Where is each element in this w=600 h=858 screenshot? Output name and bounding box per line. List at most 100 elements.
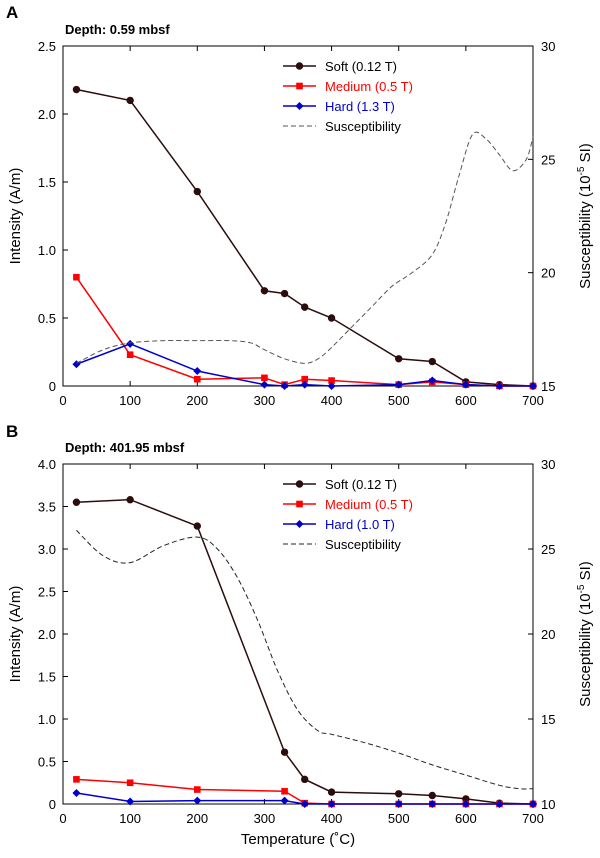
y-tick-label: 3.0 <box>38 542 56 557</box>
y2-tick-label: 30 <box>541 457 555 472</box>
legend-marker-hard <box>295 102 304 110</box>
data-point-medium <box>261 374 268 382</box>
data-point-hard <box>300 380 309 389</box>
x-tick-label: 400 <box>321 393 343 408</box>
x-tick-label: 200 <box>186 811 208 826</box>
data-point-hard <box>428 800 437 808</box>
data-point-soft <box>301 303 309 311</box>
y-tick-label: 2.5 <box>38 585 56 600</box>
data-point-hard <box>461 800 470 808</box>
series-hard <box>72 339 537 390</box>
x-tick-label: 200 <box>186 393 208 408</box>
y2-tick-label: 15 <box>541 712 555 727</box>
data-point-soft <box>260 287 269 295</box>
data-point-hard <box>495 382 504 390</box>
plot-frame <box>62 463 534 805</box>
data-point-medium <box>281 787 288 795</box>
y-tick-label: 2.0 <box>38 107 56 122</box>
data-point-hard <box>300 800 309 808</box>
legend-label-hard: Hard (1.0 T) <box>325 517 395 532</box>
series-line-medium <box>75 276 533 387</box>
y-tick-label: 1.5 <box>38 670 56 685</box>
legend-label-susceptibility: Susceptibility <box>325 537 401 552</box>
series-line-hard <box>76 343 533 387</box>
legend-label-soft: Soft (0.12 T) <box>325 477 397 492</box>
x-tick-label: 500 <box>388 393 410 408</box>
x-tick-label: 600 <box>455 393 477 408</box>
chart-title: Depth: 401.95 mbsf <box>65 440 185 455</box>
y-axis-label: Intensity (A/m) <box>7 168 24 265</box>
legend-marker-soft <box>295 480 304 488</box>
series-hard <box>72 788 537 808</box>
legend: Soft (0.12 T) Medium (0.5 T) Hard (1.0 T) S… <box>283 477 413 552</box>
data-point-medium <box>126 351 134 359</box>
y2-axis-label: Susceptibility (10-5 SI) <box>576 143 594 289</box>
x-tick-label: 600 <box>455 811 477 826</box>
x-tick-label: 700 <box>522 811 544 826</box>
legend-label-medium: Medium (0.5 T) <box>325 79 413 94</box>
data-point-soft <box>428 357 436 366</box>
data-point-medium <box>73 776 80 783</box>
panel-label: B <box>6 422 18 441</box>
data-point-medium <box>193 375 201 383</box>
x-tick-label: 400 <box>321 811 343 826</box>
legend-marker-medium <box>296 82 303 90</box>
data-point-medium <box>328 377 335 384</box>
x-tick-label: 300 <box>254 811 276 826</box>
y2-axis-label-main: Susceptibility (10 <box>577 593 594 706</box>
x-tick-label: 0 <box>59 811 66 826</box>
data-point-hard <box>428 376 437 385</box>
x-tick-label: 700 <box>522 393 544 408</box>
y-tick-label: 0.5 <box>38 311 56 326</box>
y-tick-label: 1.5 <box>38 175 56 190</box>
y-axis-label: Intensity (A/m) <box>7 586 24 683</box>
legend-label-medium: Medium (0.5 T) <box>325 497 413 512</box>
legend-label-soft: Soft (0.12 T) <box>325 59 397 74</box>
legend-label-susceptibility: Susceptibility <box>325 119 401 134</box>
legend-marker-hard <box>295 520 304 528</box>
series-line-soft <box>76 498 534 805</box>
y-tick-label: 0 <box>49 379 56 394</box>
y2-tick-label: 20 <box>541 266 555 281</box>
data-point-soft <box>327 788 336 796</box>
series-susceptibility <box>76 529 534 790</box>
y2-tick-label: 10 <box>541 797 555 812</box>
y2-axis-label-main: Susceptibility (10 <box>577 175 594 288</box>
data-point-hard <box>461 380 470 389</box>
data-point-medium <box>301 375 309 383</box>
data-point-hard <box>260 380 269 389</box>
y2-axis-label: Susceptibility (10-5 SI) <box>576 561 594 707</box>
data-point-hard <box>394 800 403 808</box>
y2-axis-label-sup: -5 <box>576 166 587 175</box>
series-medium <box>73 273 537 390</box>
data-point-soft <box>428 791 436 800</box>
y-tick-label: 2.5 <box>38 39 56 54</box>
data-point-soft <box>126 96 134 105</box>
data-point-soft <box>72 85 81 94</box>
y2-axis-label-tail: SI) <box>577 143 594 166</box>
legend-marker-medium <box>296 500 303 508</box>
y2-axis-label-tail: SI) <box>577 561 594 584</box>
plot-frame <box>62 45 534 387</box>
chart-title: Depth: 0.59 mbsf <box>65 22 170 37</box>
y-tick-label: 3.5 <box>38 500 56 515</box>
data-point-soft <box>72 498 81 506</box>
data-point-medium <box>193 786 201 793</box>
series-line-susceptibility <box>76 529 534 790</box>
legend-marker-soft <box>295 62 304 70</box>
data-point-soft <box>193 522 201 530</box>
x-axis-label: Temperature (˚C) <box>241 831 355 848</box>
y-tick-label: 2.0 <box>38 627 56 642</box>
panel-label: A <box>6 3 18 22</box>
series-line-soft <box>76 88 534 387</box>
data-point-soft <box>280 748 289 756</box>
x-tick-label: 500 <box>388 811 410 826</box>
data-point-hard <box>394 380 403 389</box>
data-point-hard <box>193 367 202 376</box>
data-point-medium <box>126 779 134 787</box>
y2-tick-label: 25 <box>541 152 555 167</box>
data-point-hard <box>529 382 537 390</box>
series-susceptibility <box>76 131 534 364</box>
